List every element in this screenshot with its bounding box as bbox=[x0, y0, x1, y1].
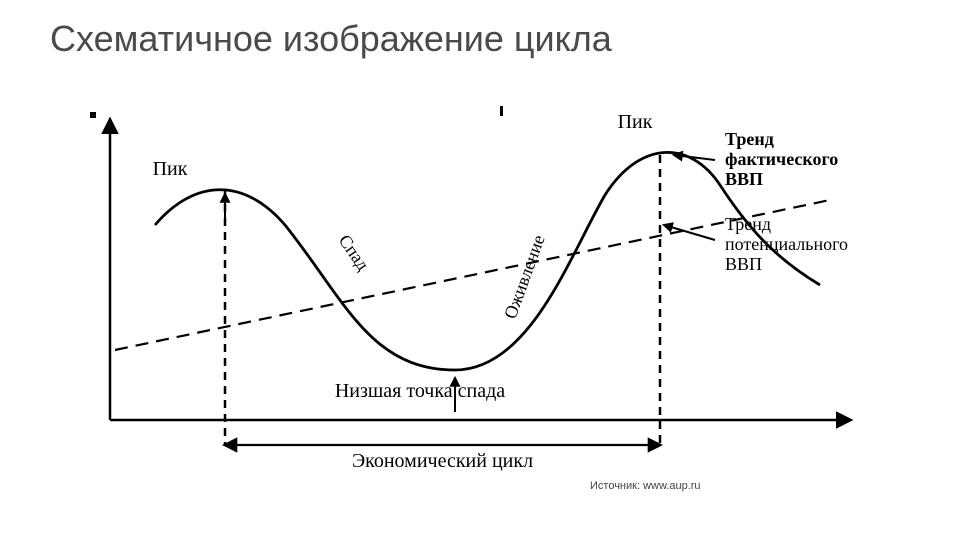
peak2-label: Пик bbox=[618, 111, 653, 133]
trough-label: Низшая точка спада bbox=[335, 380, 505, 402]
source-value: www.aup.ru bbox=[643, 480, 700, 492]
source-line: Источник: www.aup.ru bbox=[590, 480, 701, 492]
trend-potential-line bbox=[115, 200, 830, 350]
tick-mark bbox=[90, 112, 96, 118]
spad-label: Спад bbox=[335, 231, 374, 274]
cycle-label: Экономический цикл bbox=[352, 450, 533, 472]
trend-actual-wave bbox=[155, 152, 820, 370]
trend-actual-label: Тренд фактического ВВП bbox=[725, 129, 843, 189]
slide-title: Схематичное изображение цикла bbox=[50, 18, 612, 60]
peak1-label: Пик bbox=[153, 158, 188, 180]
cycle-diagram: Экономический цикл Пик Пик Низшая точка … bbox=[60, 90, 900, 490]
source-prefix: Источник: bbox=[590, 480, 643, 492]
tick-mark bbox=[500, 106, 503, 116]
